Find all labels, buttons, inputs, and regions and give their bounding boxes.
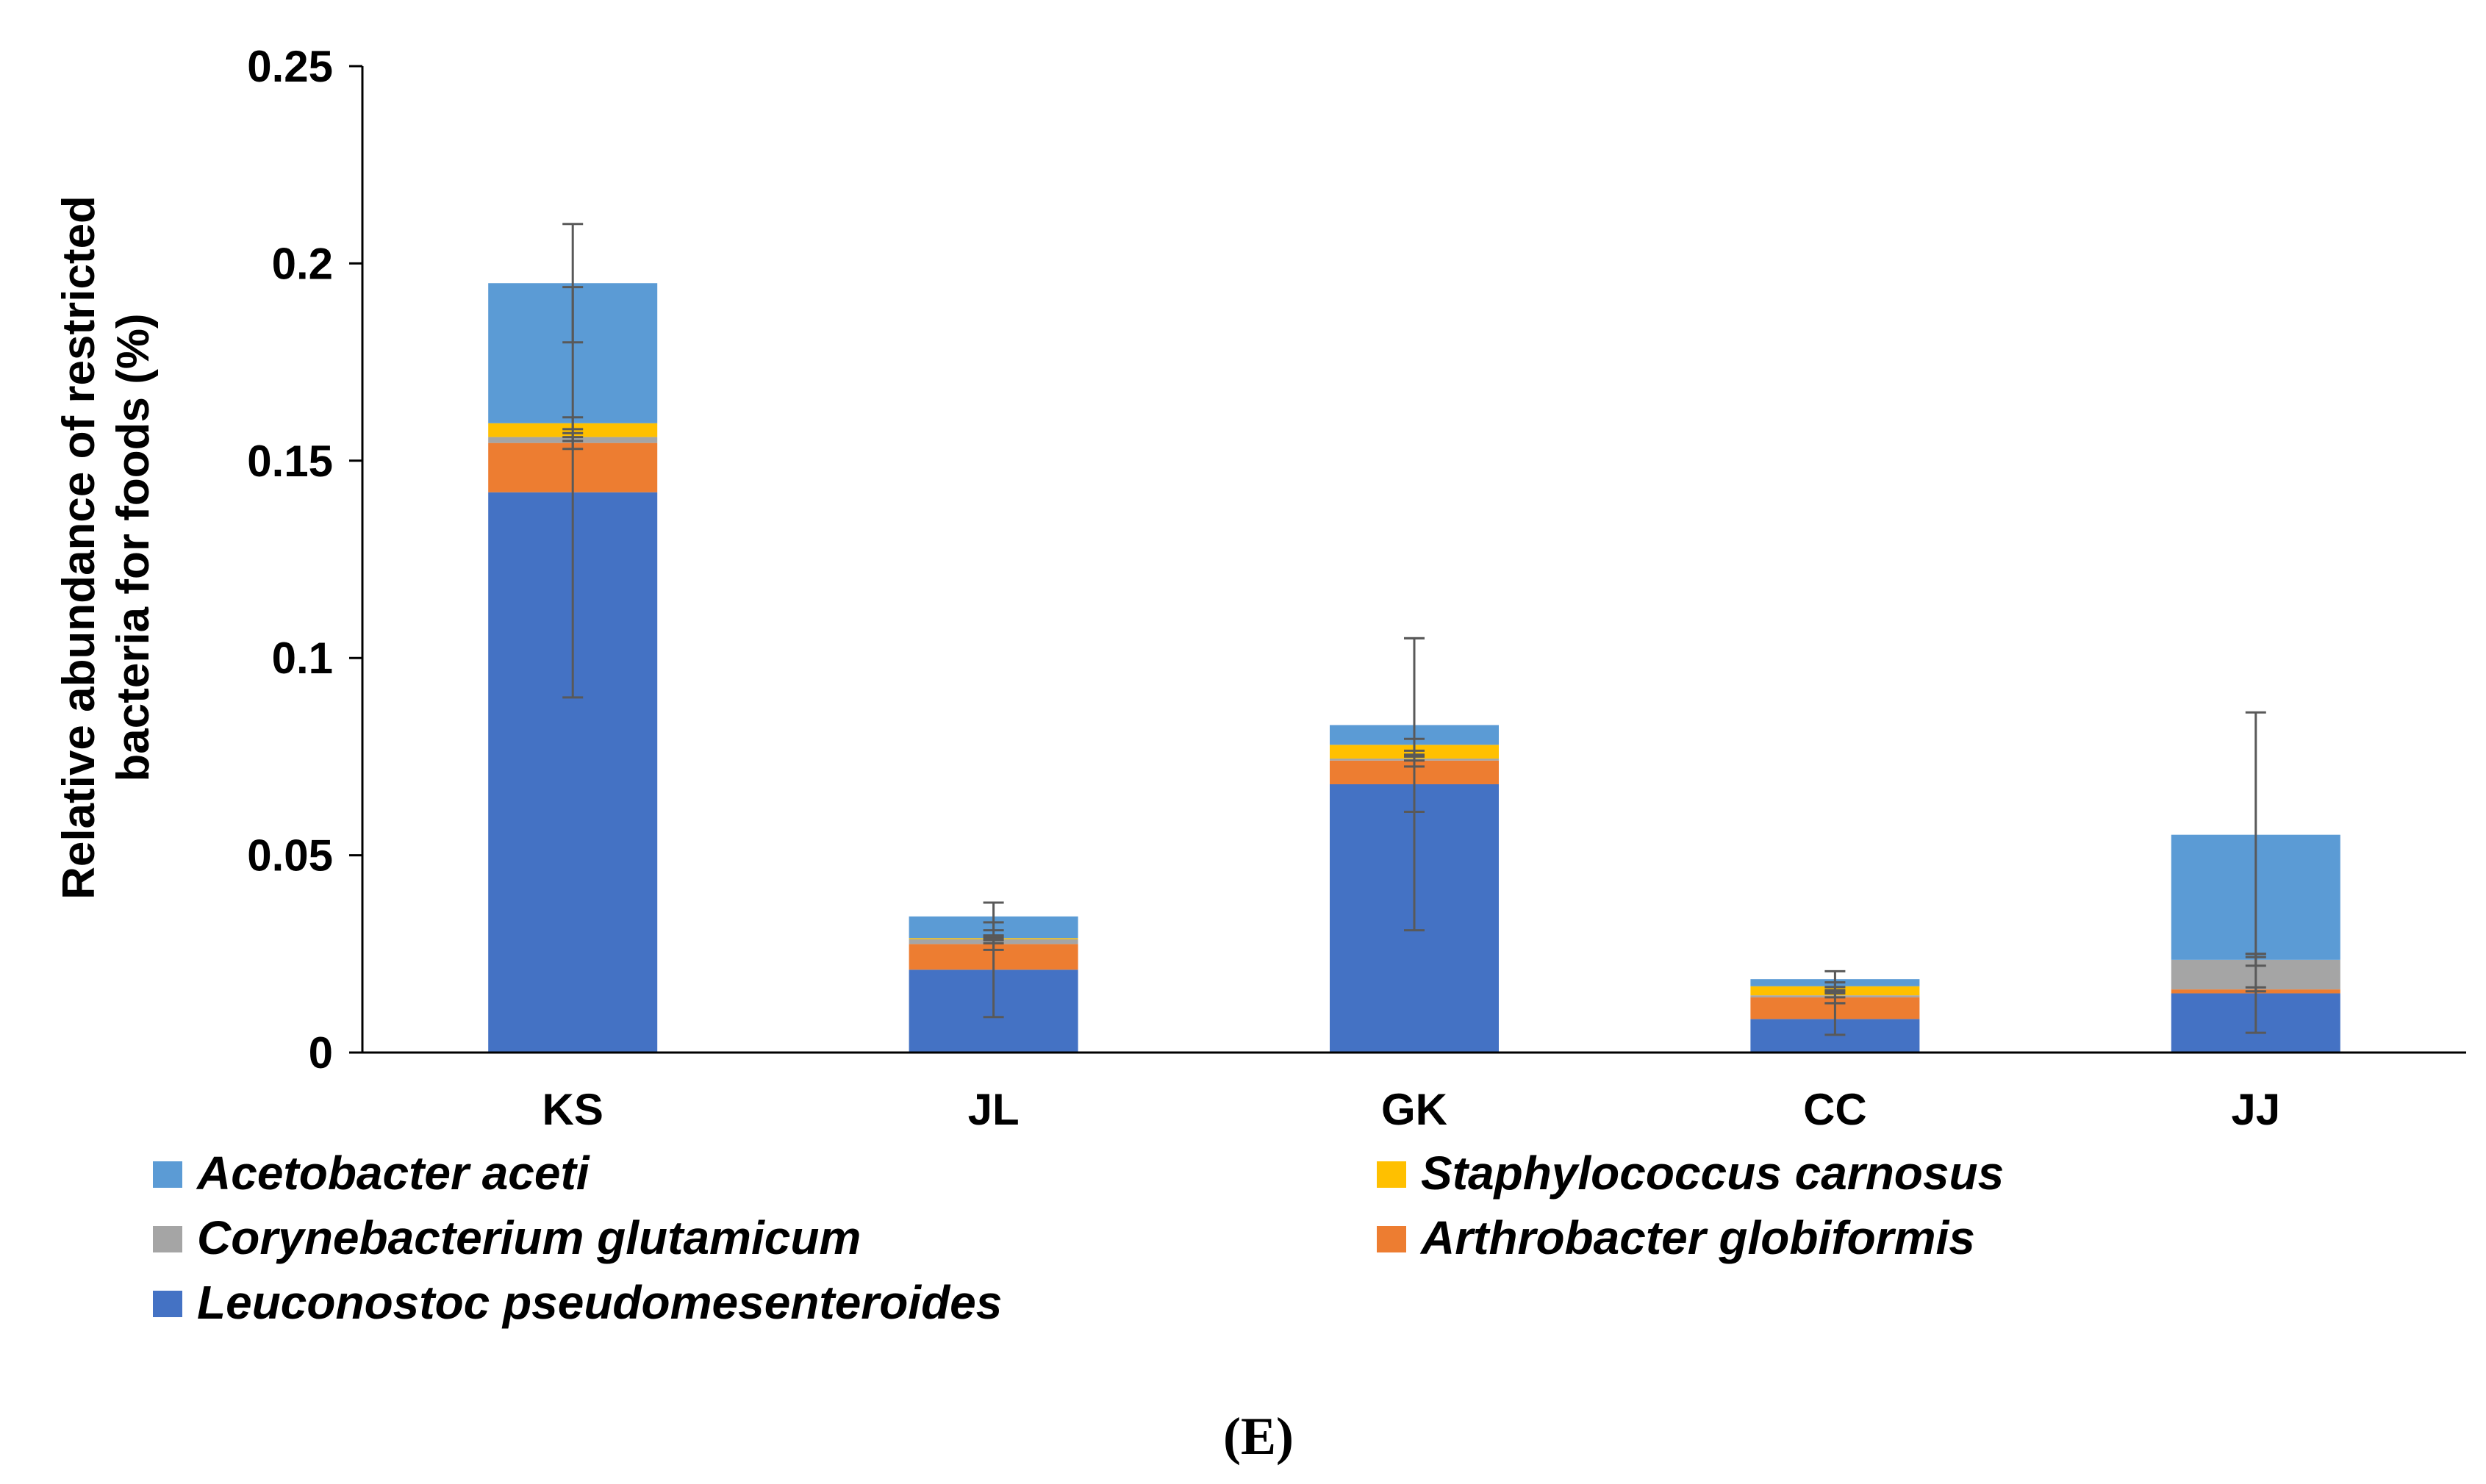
y-tick-label: 0.05 [247, 831, 333, 881]
y-tick-label: 0.1 [272, 634, 333, 683]
y-tick-label: 0.2 [272, 239, 333, 288]
legend-swatch [153, 1161, 182, 1188]
legend: Acetobacter aceti Staphylococcus carnosus… [153, 1147, 2004, 1329]
y-axis-title: Relative abundance of restricted bacteri… [54, 196, 159, 900]
panel-label: (E) [1223, 1407, 1294, 1466]
legend-label: Staphylococcus carnosus [1421, 1147, 2004, 1200]
legend-label: Acetobacter aceti [196, 1147, 590, 1200]
x-tick-label: CC [1803, 1085, 1867, 1134]
y-tick-label: 0.25 [247, 42, 333, 91]
legend-swatch [153, 1226, 182, 1252]
y-axis-title-line1: Relative abundance of restricted [54, 196, 104, 900]
legend-swatch [1377, 1226, 1406, 1252]
x-tick-label: JL [968, 1085, 1020, 1134]
x-axis-labels: KS JL GK CC JJ [542, 1085, 2281, 1134]
y-tick-label: 0.15 [247, 437, 333, 486]
y-axis-ticks: 0 0.05 0.1 0.15 0.2 0.25 [247, 42, 362, 1078]
x-tick-label: GK [1381, 1085, 1447, 1134]
y-axis-title-line2: bacteria for foods (%) [108, 313, 159, 781]
legend-label: Leuconostoc pseudomesenteroides [197, 1276, 1002, 1329]
x-tick-label: KS [542, 1085, 603, 1134]
legend-label: Corynebacterium glutamicum [197, 1211, 861, 1264]
x-tick-label: JJ [2231, 1085, 2280, 1134]
legend-swatch [1377, 1161, 1406, 1188]
y-tick-label: 0 [309, 1028, 333, 1078]
legend-label: Arthrobacter globiformis [1419, 1211, 1975, 1264]
error-bars [562, 223, 2266, 1036]
legend-swatch [153, 1291, 182, 1317]
